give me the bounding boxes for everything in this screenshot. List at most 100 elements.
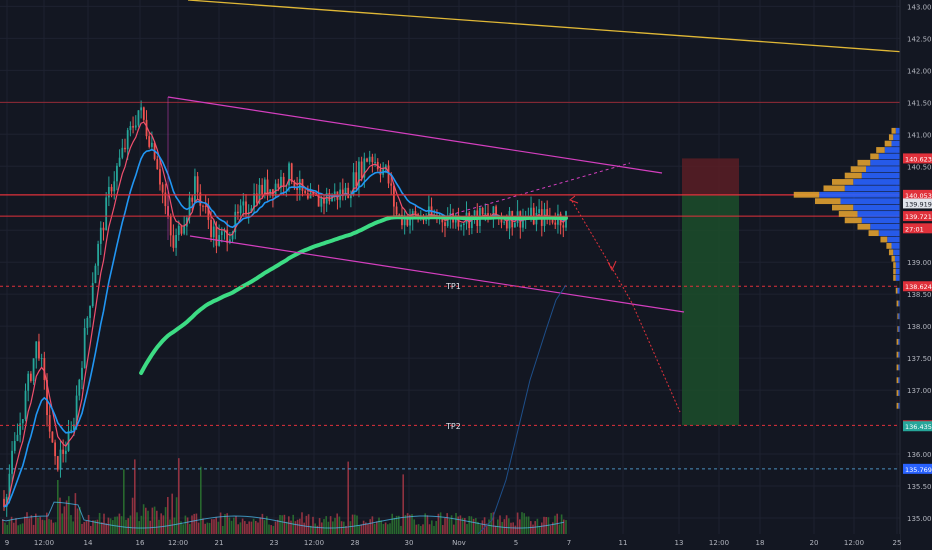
- candle-body: [306, 193, 309, 199]
- candle-body: [349, 195, 352, 199]
- volume-bar: [202, 518, 204, 534]
- volume-profile-sell-bar: [868, 230, 879, 237]
- volume-bar: [514, 525, 517, 534]
- volume-profile-buy-bar: [857, 211, 900, 217]
- time-axis-tick-label: 16: [136, 539, 145, 547]
- volume-bar: [367, 523, 369, 534]
- candle-body: [320, 197, 323, 207]
- volume-profile-buy-bar: [893, 249, 900, 256]
- candle-body: [132, 126, 134, 128]
- volume-bar: [303, 522, 305, 534]
- candle-body: [140, 107, 143, 111]
- volume-bar: [70, 515, 72, 534]
- volume-bar: [118, 513, 121, 534]
- candle-body: [371, 156, 374, 163]
- volume-bar: [424, 513, 426, 534]
- volume-bar: [420, 525, 422, 534]
- price-tag-label: 135.769: [905, 466, 932, 474]
- candle-body: [145, 119, 148, 137]
- time-axis-tick-label: Nov: [452, 539, 466, 547]
- candle-body: [263, 179, 266, 196]
- price-axis-tick-label: 141.000: [907, 131, 932, 139]
- price-axis-tick-label: 141.500: [907, 99, 932, 107]
- volume-profile-buy-bar: [895, 274, 900, 281]
- volume-bar: [437, 513, 440, 534]
- volume-bar: [373, 523, 376, 534]
- volume-bar: [378, 517, 380, 534]
- price-tag[interactable]: [903, 198, 932, 209]
- volume-bar: [74, 493, 77, 534]
- candle-body: [51, 431, 54, 443]
- volume-bar: [83, 522, 85, 534]
- candle-body: [360, 161, 363, 178]
- stop-loss-zone[interactable]: [682, 158, 739, 195]
- candle-body: [124, 147, 126, 150]
- candle-body: [48, 415, 51, 432]
- volume-bar: [305, 515, 308, 534]
- candle-body: [29, 373, 32, 381]
- time-axis-tick-label: 12:00: [844, 539, 864, 547]
- volume-profile-buy-bar: [895, 262, 900, 269]
- volume-bar: [244, 521, 246, 534]
- volume-bar: [483, 517, 486, 534]
- price-tag-label: 139.919: [905, 200, 932, 208]
- price-tag[interactable]: [903, 189, 932, 200]
- volume-bar: [116, 516, 118, 534]
- candle-body: [239, 205, 242, 214]
- volume-bar: [246, 523, 248, 534]
- volume-profile-sell-bar: [857, 223, 871, 230]
- price-tag[interactable]: [903, 153, 932, 164]
- candle-body: [323, 197, 325, 204]
- volume-bar: [442, 525, 444, 534]
- upper-trendline[interactable]: [187, 0, 906, 53]
- volume-bar: [52, 522, 55, 534]
- volume-profile-sell-bar: [884, 140, 892, 147]
- volume-bar: [347, 461, 349, 534]
- volume-profile-buy-bar: [897, 287, 900, 294]
- price-axis-tick-label: 138.500: [907, 291, 932, 299]
- price-tag[interactable]: [903, 281, 932, 292]
- volume-bar: [470, 516, 473, 534]
- price-axis-tick-label: 140.500: [907, 163, 932, 171]
- volume-bar: [446, 513, 448, 534]
- volume-profile-sell-bar: [896, 338, 899, 345]
- volume-bar: [4, 522, 6, 534]
- price-tag-label: 138.624: [905, 283, 932, 291]
- price-tag[interactable]: [903, 463, 932, 474]
- volume-bar: [281, 515, 283, 534]
- volume-bar: [316, 525, 319, 534]
- price-tag[interactable]: [903, 223, 932, 234]
- volume-bar: [382, 523, 385, 534]
- price-tag[interactable]: [903, 421, 932, 432]
- volume-profile-buy-bar: [853, 204, 900, 211]
- volume-bar: [521, 512, 523, 534]
- candle-body: [164, 192, 167, 207]
- volume-profile-sell-bar: [870, 153, 879, 160]
- volume-bar: [391, 513, 393, 534]
- volume-profile-buy-bar: [853, 179, 900, 185]
- volume-profile-sell-bar: [893, 274, 896, 281]
- channel-lower-line[interactable]: [189, 235, 685, 313]
- volume-bar: [160, 513, 162, 534]
- candle-body: [226, 229, 229, 243]
- volume-bar: [503, 519, 506, 534]
- candle-body: [11, 450, 13, 474]
- volume-bar: [541, 522, 543, 534]
- take-profit-zone[interactable]: [682, 194, 739, 426]
- volume-bar: [428, 524, 431, 534]
- volume-bar: [426, 515, 429, 534]
- volume-bar: [468, 516, 470, 534]
- volume-profile-buy-bar: [861, 217, 900, 224]
- price-tag[interactable]: [903, 211, 932, 222]
- candle-body: [315, 194, 317, 196]
- volume-bar: [356, 515, 358, 534]
- volume-bar: [32, 524, 35, 534]
- volume-bar: [107, 517, 110, 534]
- candle-body: [102, 227, 105, 231]
- volume-profile-buy-bar: [870, 223, 900, 230]
- candle-body: [427, 206, 430, 220]
- channel-upper-line[interactable]: [167, 96, 663, 174]
- volume-profile-sell-bar: [896, 351, 899, 358]
- time-axis-panel: [0, 534, 900, 550]
